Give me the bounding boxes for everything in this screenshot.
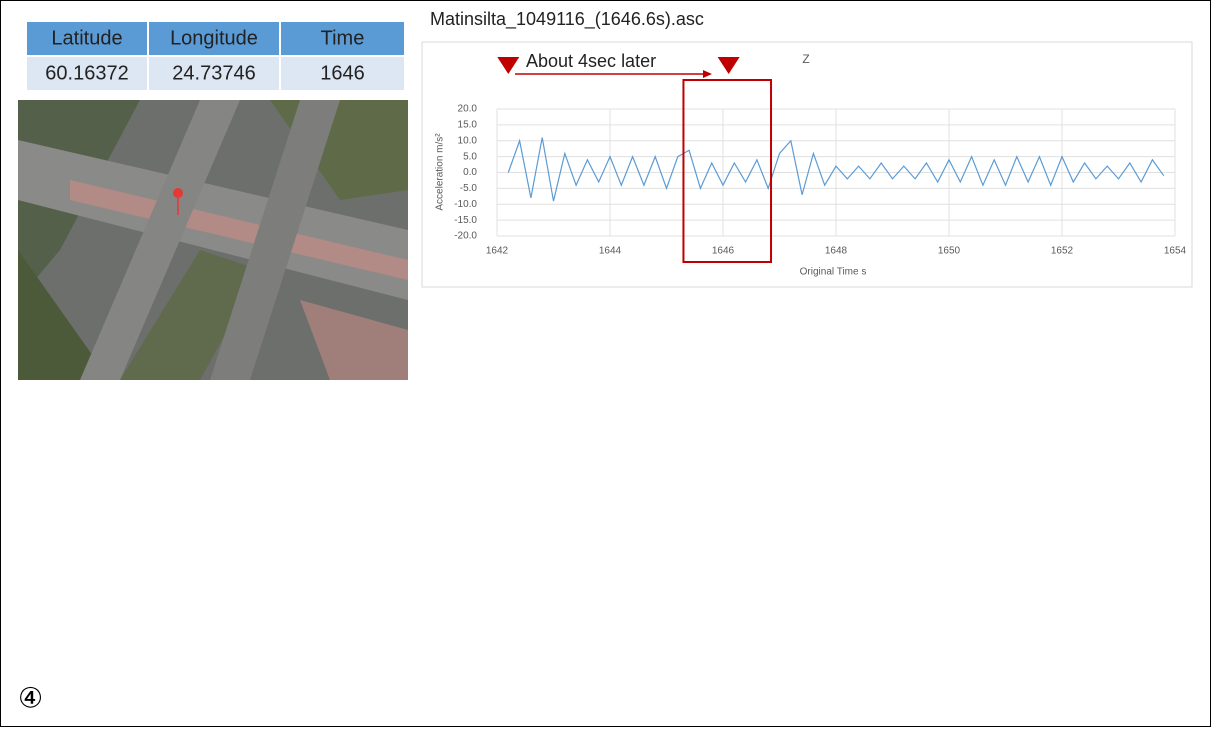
x-tick-label: 1644 — [599, 246, 622, 257]
y-tick-label: 20.0 — [458, 104, 478, 115]
time-marker — [717, 57, 740, 74]
x-tick-label: 1648 — [825, 246, 848, 257]
header-cell — [281, 22, 404, 55]
time-marker — [497, 57, 520, 74]
y-tick-label: -15.0 — [454, 215, 477, 226]
file-title: Matinsilta_1049116_(1646.6s).asc — [430, 9, 704, 30]
header-cell — [27, 22, 147, 55]
cell-text: 60.16372 — [45, 62, 128, 84]
header-text: Time — [321, 27, 365, 49]
header-text: Longitude — [170, 27, 258, 49]
cell-text: 1646 — [320, 62, 365, 84]
cell — [27, 57, 147, 90]
x-tick-label: 1646 — [712, 246, 735, 257]
x-tick-label: 1652 — [1051, 246, 1074, 257]
aerial-image — [18, 100, 408, 380]
y-tick-label: 5.0 — [463, 151, 477, 162]
annotation: About 4sec later — [526, 51, 656, 71]
arrow-head — [703, 70, 712, 78]
data-line — [507, 137, 1165, 202]
y-tick-label: 15.0 — [458, 120, 478, 131]
footer-mark: ④ — [18, 682, 43, 713]
header-cell — [149, 22, 279, 55]
y-tick-label: -5.0 — [460, 183, 478, 194]
x-tick-label: 1642 — [486, 246, 509, 257]
x-tick-label: 1654 — [1164, 246, 1187, 257]
header-text: Latitude — [51, 27, 122, 49]
cell — [281, 57, 404, 90]
chart-title: Z — [802, 52, 809, 66]
y-tick-label: 0.0 — [463, 167, 477, 178]
highlight-box — [682, 79, 773, 263]
cell — [149, 57, 279, 90]
y-tick-label: -20.0 — [454, 231, 477, 242]
x-axis-label: Original Time s — [800, 267, 867, 278]
y-axis-label: Acceleration m/s² — [435, 133, 446, 211]
y-tick-label: 10.0 — [458, 135, 478, 146]
y-tick-label: -10.0 — [454, 199, 477, 210]
cell-text: 24.73746 — [172, 62, 255, 84]
chart-frame — [421, 41, 1193, 288]
x-tick-label: 1650 — [938, 246, 961, 257]
